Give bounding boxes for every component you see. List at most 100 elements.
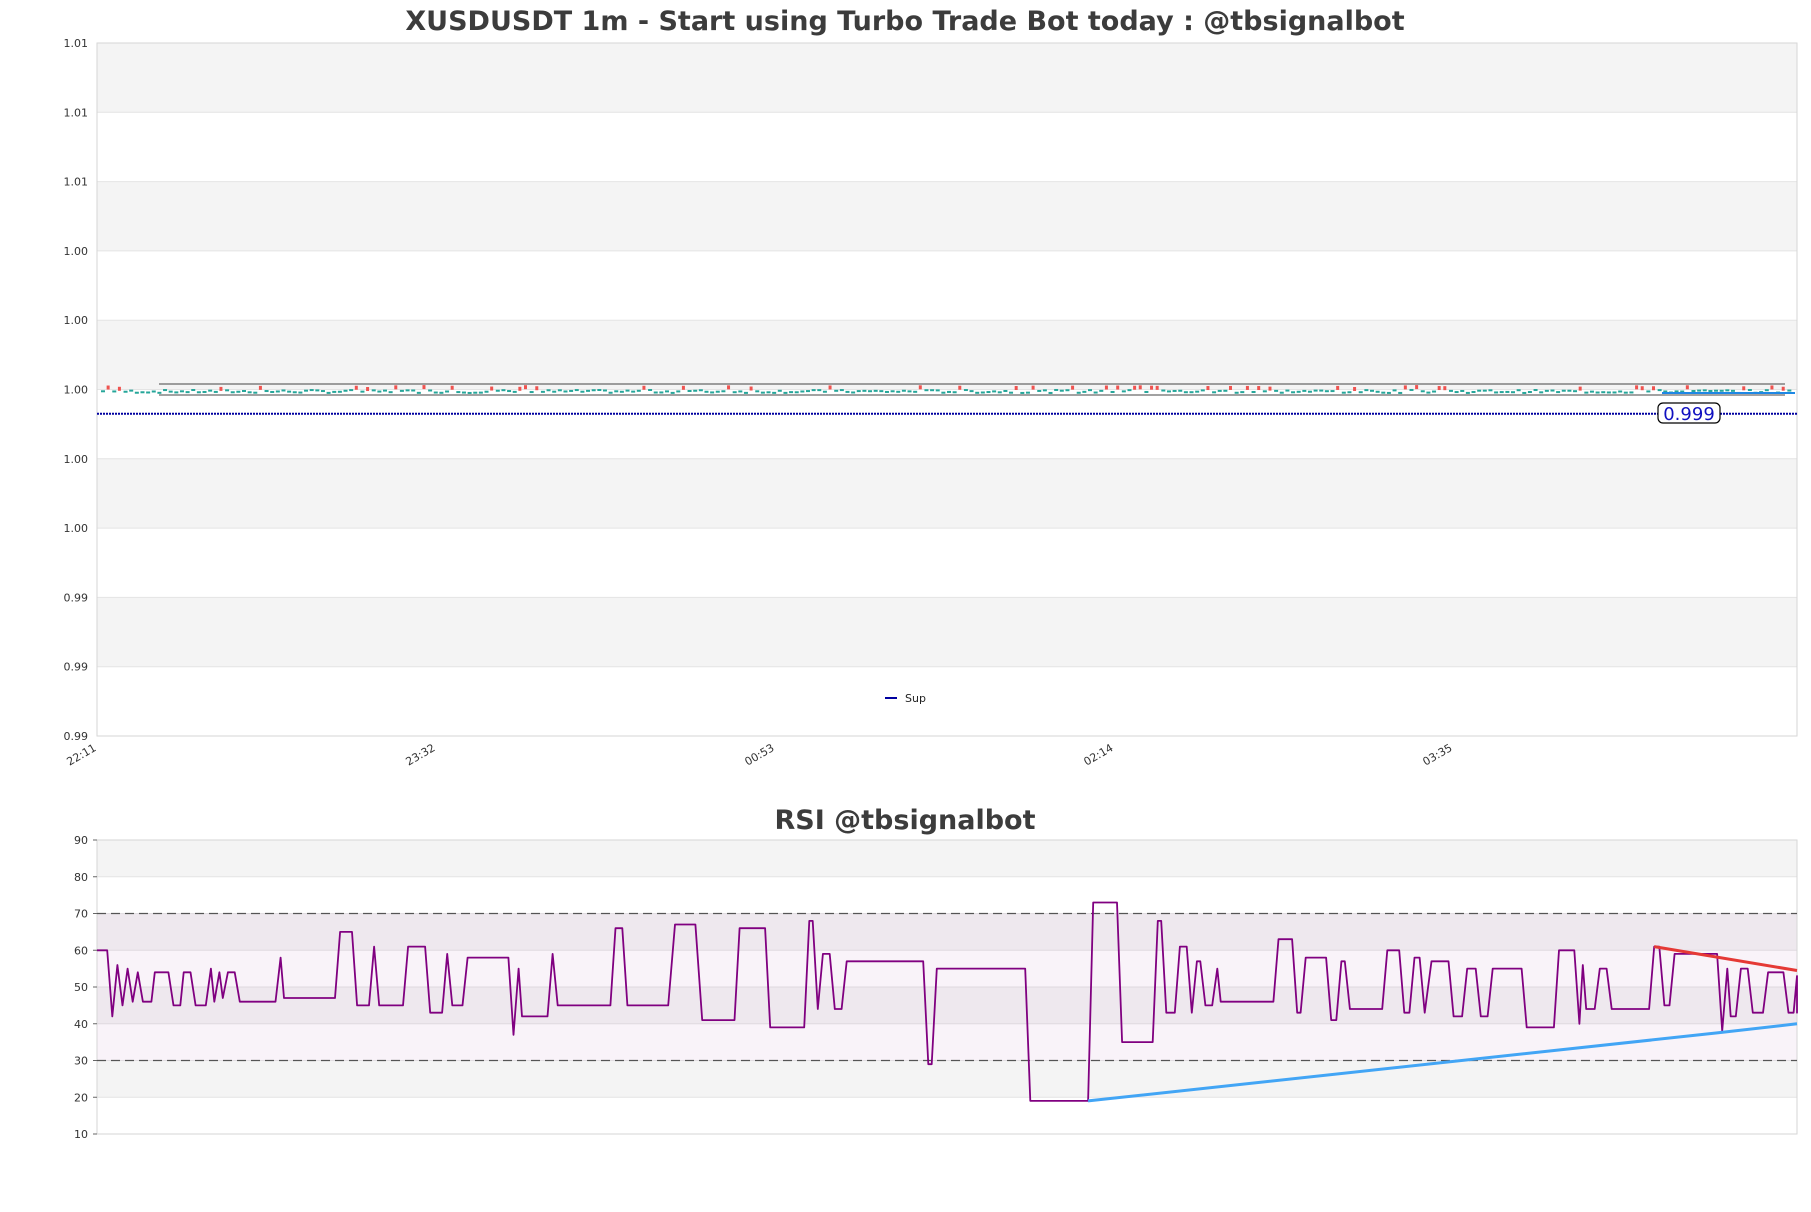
candle-up <box>461 391 466 394</box>
candle-down <box>1652 386 1655 391</box>
candle-up <box>1370 389 1374 392</box>
candle-up <box>1341 391 1346 394</box>
candle-down <box>518 386 522 391</box>
candle-down <box>1138 385 1142 390</box>
legend-label-sup: Sup <box>905 692 926 705</box>
candle-up <box>574 389 579 392</box>
price-x-tick-label: 22:11 <box>65 741 99 768</box>
candle-down <box>1104 385 1108 390</box>
last-price-label: 0.999 <box>1657 402 1721 425</box>
candle-up <box>507 390 512 393</box>
candle-up <box>1697 389 1702 392</box>
candle-up <box>275 390 280 393</box>
candle-up <box>856 390 861 393</box>
candle-up <box>157 391 162 394</box>
candle-up <box>1319 389 1324 392</box>
candle-up <box>512 390 517 393</box>
candle-up <box>597 388 602 391</box>
candle-down <box>1155 385 1159 390</box>
candle-up <box>1657 389 1662 392</box>
candle-up <box>980 391 985 394</box>
price-y-tick-label: 1.00 <box>64 453 89 466</box>
candle-up <box>1764 389 1769 392</box>
candle-up <box>1212 391 1217 394</box>
candle-up <box>1409 388 1414 391</box>
candle-up <box>1082 390 1087 393</box>
candle-up <box>343 389 348 392</box>
candle-down <box>524 385 527 390</box>
candle-down <box>1206 386 1210 391</box>
candle-up <box>1291 391 1296 394</box>
price-x-tick-label: 02:14 <box>1082 741 1116 768</box>
candle-up <box>766 391 771 394</box>
price-candles <box>101 383 1795 396</box>
candle-up <box>1285 389 1290 392</box>
rsi-y-tick-label: 70 <box>74 908 88 921</box>
candle-up <box>710 391 715 394</box>
candle-up <box>1618 390 1623 393</box>
candle-up <box>264 390 269 393</box>
candle-down <box>1403 385 1407 390</box>
candle-up <box>1386 391 1391 394</box>
candle-up <box>1166 390 1171 393</box>
candle-up <box>1262 390 1267 393</box>
price-band <box>97 43 1797 113</box>
candle-down <box>535 386 539 391</box>
price-y-tick-label: 0.99 <box>64 730 89 743</box>
candle-up <box>941 391 946 394</box>
candle-up <box>1629 391 1634 394</box>
candle-up <box>1674 390 1679 393</box>
price-y-tick-label: 1.00 <box>64 245 89 258</box>
candle-up <box>484 390 489 393</box>
candle-up <box>1037 389 1042 392</box>
candle-up <box>495 389 500 392</box>
candle-up <box>1381 391 1386 394</box>
candle-up <box>326 391 331 394</box>
candle-up <box>185 391 190 394</box>
candle-up <box>670 391 675 394</box>
candle-down <box>1116 385 1120 390</box>
candle-up <box>1787 389 1792 392</box>
candle-up <box>975 391 980 394</box>
candle-up <box>839 389 844 392</box>
rsi-y-tick-label: 40 <box>74 1018 88 1031</box>
last-price-box <box>1657 402 1721 424</box>
candle-up <box>834 389 839 392</box>
candle-down <box>1685 385 1689 390</box>
candle-up <box>879 390 884 393</box>
candle-down <box>749 386 753 391</box>
candle-up <box>1302 389 1307 392</box>
candle-up <box>1234 391 1239 394</box>
price-y-tick-label: 1.01 <box>64 106 89 119</box>
candle-up <box>997 391 1002 394</box>
candle-up <box>563 390 568 393</box>
candle-up <box>287 390 292 393</box>
candle-up <box>309 389 314 392</box>
candle-down <box>1257 386 1261 391</box>
candle-up <box>213 390 218 393</box>
candle-up <box>789 391 794 394</box>
price-y-tick-label: 0.99 <box>64 661 89 674</box>
candle-up <box>151 390 156 393</box>
candle-up <box>648 388 653 391</box>
candle-up <box>1009 391 1014 394</box>
candle-up <box>1279 391 1284 394</box>
rsi-chart: RSI @tbsignalbot 10 20 30 40 50 60 70 80 90 <box>74 805 1798 1141</box>
candle-up <box>1505 390 1510 393</box>
candle-down <box>727 385 731 390</box>
candle-up <box>817 389 822 392</box>
candle-up <box>1217 389 1222 392</box>
candle-up <box>1516 389 1521 392</box>
candle-up <box>619 390 624 393</box>
rsi-chart-bands <box>97 839 1797 1134</box>
candle-up <box>123 390 128 393</box>
candle-up <box>1589 390 1594 393</box>
candle-up <box>811 389 816 392</box>
candle-up <box>698 389 703 392</box>
candle-up <box>845 390 850 393</box>
candle-up <box>1460 389 1465 392</box>
candle-up <box>546 389 551 392</box>
candle-up <box>405 389 410 392</box>
candle-up <box>1189 391 1194 394</box>
